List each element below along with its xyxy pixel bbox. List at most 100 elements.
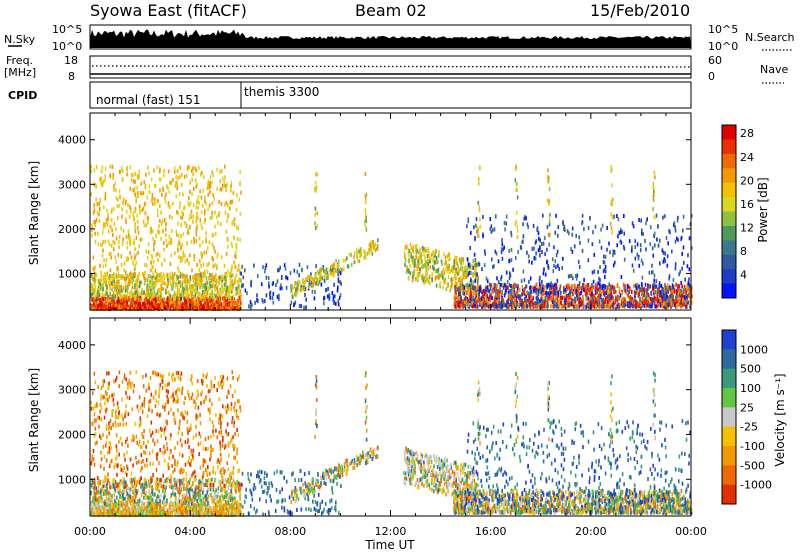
echo-cell	[115, 260, 117, 264]
echo-cell	[180, 245, 183, 250]
echo-cell	[136, 303, 139, 307]
echo-cell	[429, 259, 431, 264]
echo-cell	[221, 282, 223, 287]
echo-cell	[235, 207, 238, 212]
echo-cell	[500, 250, 503, 255]
echo-cell	[313, 281, 316, 286]
echo-cell	[642, 300, 644, 305]
echo-cell	[186, 274, 188, 279]
echo-cell	[228, 286, 230, 291]
echo-cell	[454, 255, 456, 260]
echo-cell	[102, 248, 104, 253]
echo-cell	[651, 270, 653, 275]
echo-cell	[532, 223, 535, 228]
echo-cell	[495, 284, 497, 289]
echo-cell	[419, 247, 421, 252]
echo-cell	[182, 212, 185, 217]
echo-cell	[442, 272, 444, 277]
echo-cell	[211, 170, 214, 175]
echo-cell	[230, 303, 232, 308]
echo-cell	[557, 293, 560, 298]
echo-cell	[129, 235, 131, 239]
echo-cell	[190, 291, 193, 296]
echo-cell	[616, 243, 618, 248]
echo-cell	[441, 273, 443, 278]
echo-cell	[631, 263, 634, 268]
echo-cell	[135, 235, 138, 240]
freq-tick-top: 18	[64, 54, 78, 67]
echo-cell	[134, 225, 136, 230]
echo-cell	[525, 299, 527, 303]
echo-cell	[103, 205, 105, 210]
echo-cell	[688, 277, 690, 282]
echo-cell	[214, 263, 216, 268]
echo-cell	[466, 302, 468, 307]
echo-cell	[207, 192, 209, 197]
echo-cell	[479, 287, 482, 292]
echo-cell	[515, 182, 518, 187]
echo-cell	[293, 284, 296, 289]
echo-cell	[504, 227, 506, 232]
echo-cell	[188, 203, 190, 208]
echo-cell	[104, 305, 106, 310]
echo-cell	[169, 240, 172, 245]
echo-cell	[542, 241, 545, 246]
echo-cell	[499, 282, 502, 287]
echo-cell	[633, 298, 636, 303]
echo-cell	[297, 279, 300, 284]
echo-cell	[114, 181, 117, 186]
echo-cell	[538, 282, 541, 287]
echo-cell	[564, 301, 566, 305]
echo-cell	[555, 286, 558, 291]
echo-cell	[200, 306, 203, 311]
echo-cell	[467, 303, 470, 308]
echo-cell	[102, 264, 105, 269]
echo-cell	[353, 260, 356, 265]
echo-cell	[95, 296, 98, 301]
echo-cell	[144, 277, 147, 282]
echo-cell	[119, 170, 121, 174]
echo-cell	[143, 276, 146, 281]
echo-cell	[196, 281, 198, 286]
echo-cell	[124, 201, 127, 206]
echo-cell	[458, 304, 461, 309]
echo-cell	[190, 305, 193, 310]
echo-cell	[101, 165, 104, 170]
echo-cell	[228, 303, 231, 308]
echo-cell	[482, 294, 484, 299]
echo-cell	[567, 274, 570, 279]
echo-cell	[236, 237, 239, 241]
echo-cell	[364, 194, 367, 199]
echo-cell	[677, 238, 679, 242]
echo-cell	[501, 298, 503, 303]
echo-cell	[203, 283, 205, 288]
echo-cell	[182, 293, 184, 298]
echo-cell	[219, 287, 221, 292]
echo-cell	[106, 273, 109, 278]
echo-cell	[506, 298, 509, 303]
echo-cell	[120, 262, 123, 267]
echo-cell	[587, 226, 590, 230]
echo-cell	[668, 300, 671, 305]
echo-cell	[212, 277, 215, 281]
echo-cell	[548, 222, 551, 227]
echo-cell	[146, 283, 149, 288]
echo-cell	[691, 294, 693, 299]
echo-cell	[656, 237, 658, 242]
echo-cell	[171, 215, 173, 220]
echo-cell	[215, 304, 217, 309]
echo-cell	[662, 259, 665, 264]
echo-cell	[494, 298, 497, 303]
echo-cell	[686, 286, 689, 291]
echo-cell	[648, 295, 650, 300]
echo-cell	[470, 278, 472, 283]
echo-cell	[478, 205, 481, 210]
echo-cell	[662, 304, 665, 309]
echo-cell	[137, 275, 140, 280]
echo-cell	[236, 193, 238, 198]
echo-cell	[665, 287, 668, 292]
echo-cell	[177, 266, 179, 271]
echo-cell	[489, 226, 492, 231]
echo-cell	[141, 272, 144, 276]
echo-cell	[173, 306, 176, 311]
